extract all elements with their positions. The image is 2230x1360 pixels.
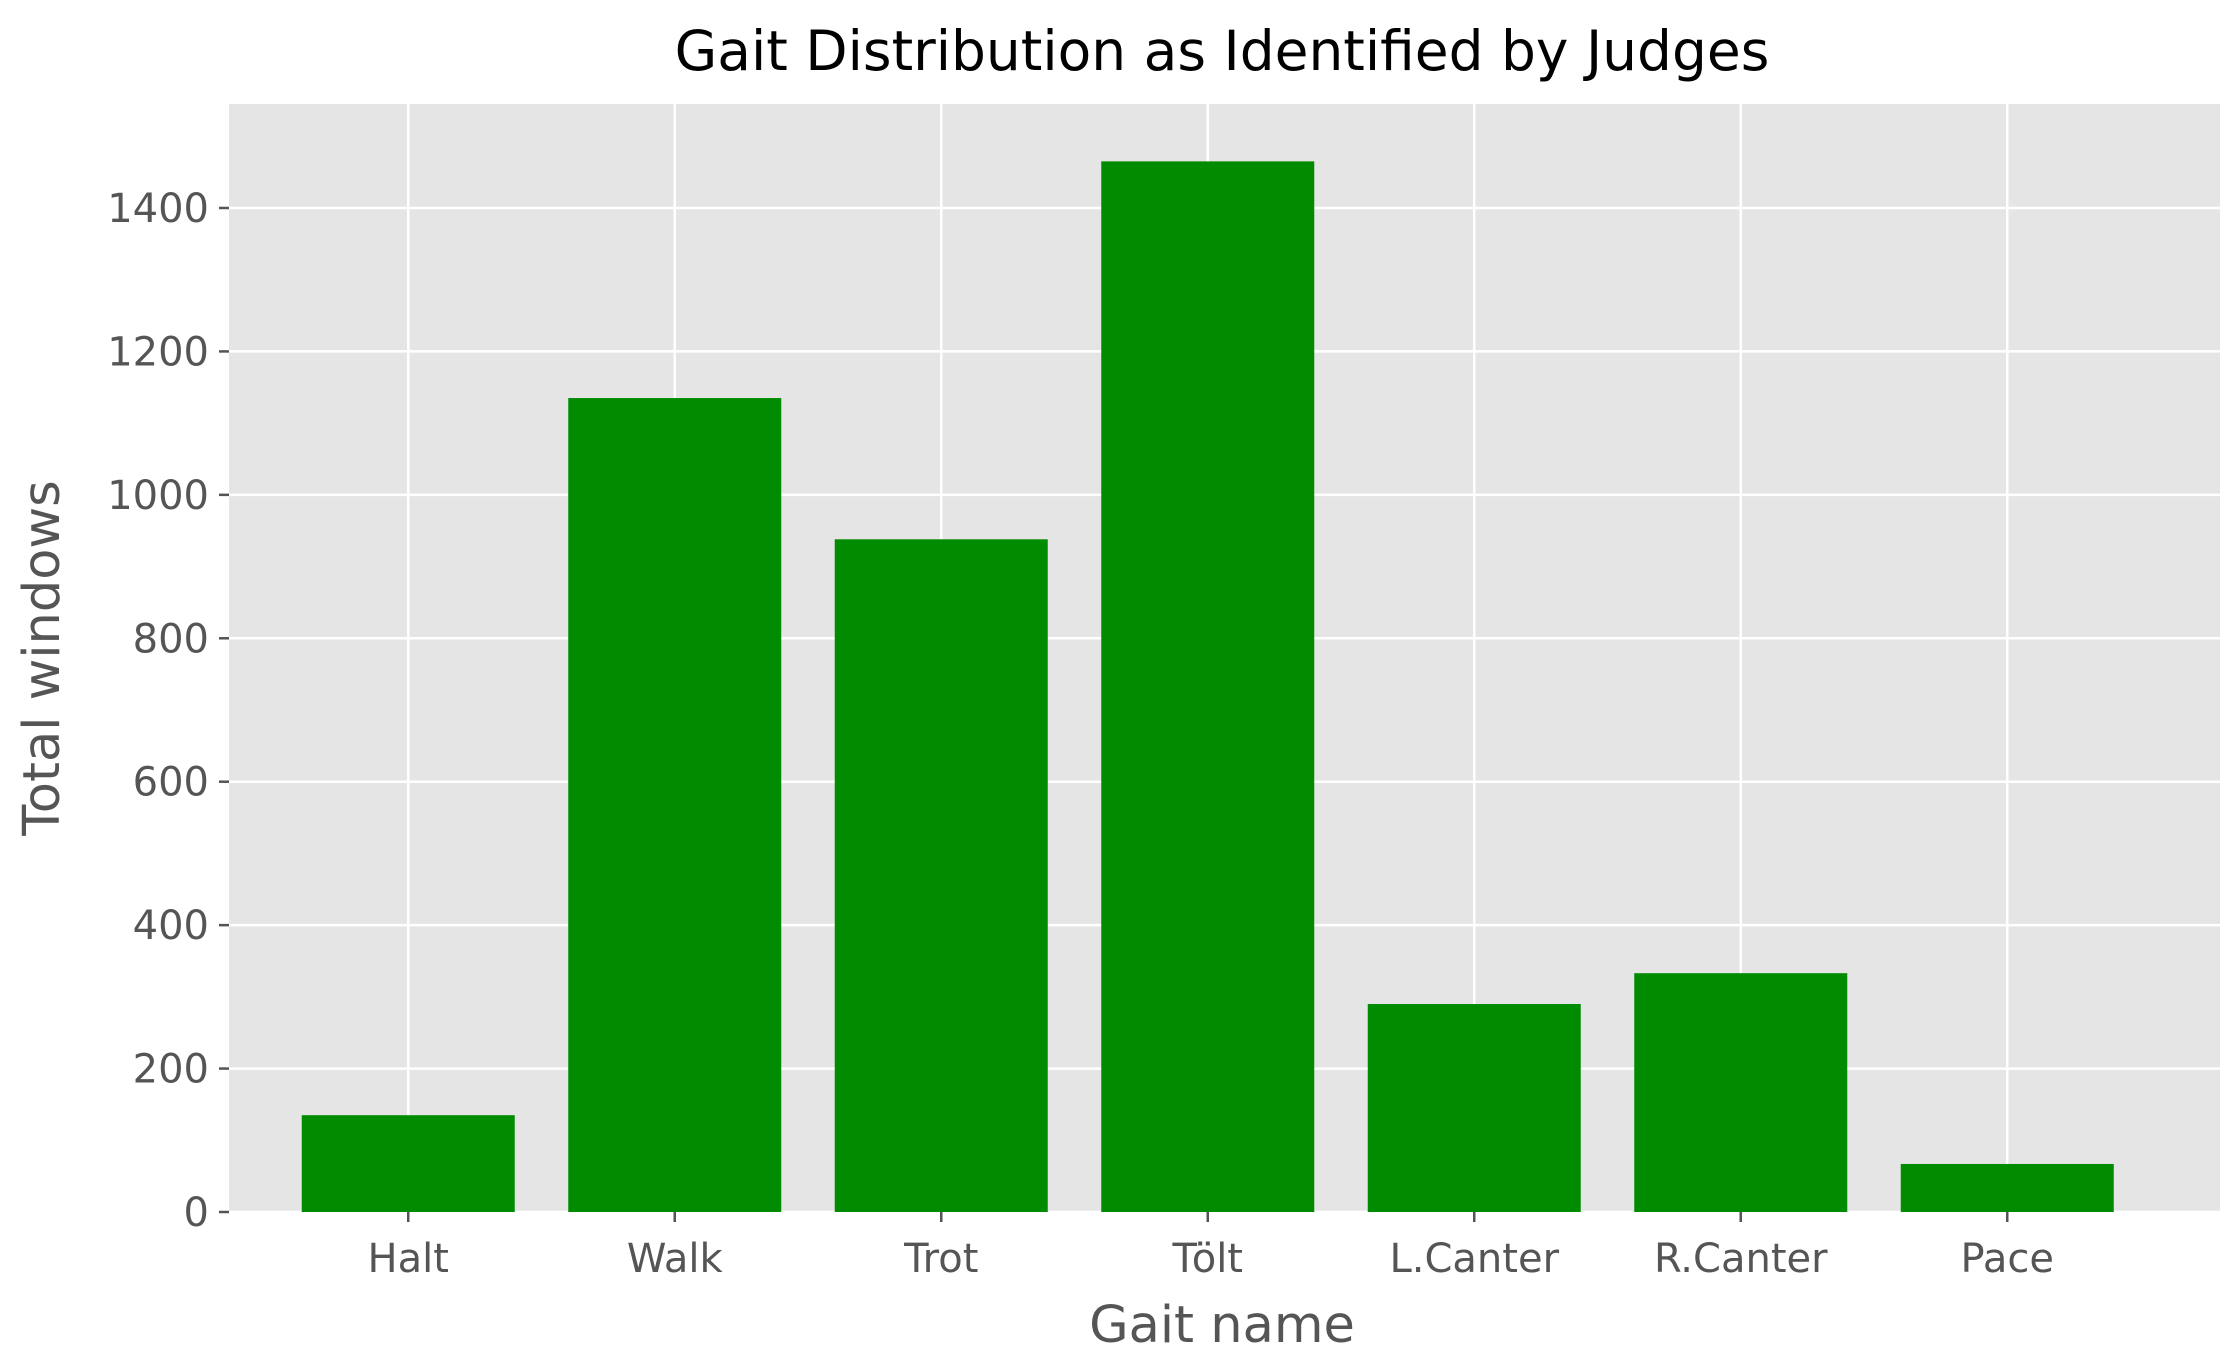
y-tick-label: 200 bbox=[133, 1047, 209, 1093]
y-tick-label: 600 bbox=[133, 760, 209, 806]
y-tick-label: 1400 bbox=[107, 186, 209, 232]
x-tick-label: Walk bbox=[627, 1236, 724, 1282]
y-tick-label: 0 bbox=[184, 1190, 209, 1236]
bar-r-canter bbox=[1634, 973, 1848, 1212]
chart-title: Gait Distribution as Identified by Judge… bbox=[675, 19, 1770, 83]
ticks-layer: 0 200 400 600 800 1000 1200 1400 Halt Walk Trot Töl… bbox=[107, 186, 2054, 1282]
x-tick-label: Trot bbox=[903, 1236, 978, 1282]
x-tick-label: L.Canter bbox=[1389, 1236, 1559, 1282]
bar-trot bbox=[834, 539, 1048, 1212]
x-tick-label: Tölt bbox=[1172, 1236, 1243, 1282]
x-axis-label: Gait name bbox=[1089, 1296, 1355, 1355]
y-tick-label: 1200 bbox=[107, 329, 209, 375]
y-tick-label: 1000 bbox=[107, 473, 209, 519]
bar-t-lt bbox=[1101, 161, 1315, 1212]
bars-layer bbox=[301, 161, 2114, 1212]
y-tick-label: 800 bbox=[133, 616, 209, 662]
y-tick-label: 400 bbox=[133, 903, 209, 949]
bar-pace bbox=[1900, 1163, 2114, 1212]
x-tick-label: Halt bbox=[368, 1236, 449, 1282]
bar-halt bbox=[301, 1115, 515, 1212]
x-tick-label: Pace bbox=[1961, 1236, 2054, 1282]
bar-l-canter bbox=[1367, 1004, 1581, 1212]
x-tick-label: R.Canter bbox=[1654, 1236, 1828, 1282]
bar-walk bbox=[568, 398, 782, 1212]
y-axis-label: Total windows bbox=[13, 480, 72, 836]
